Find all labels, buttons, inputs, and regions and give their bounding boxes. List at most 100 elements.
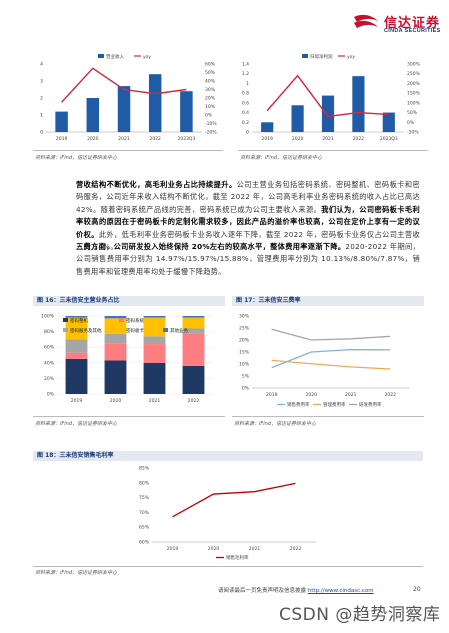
legend-swatch [63,318,68,322]
y-tick-label: 80% [139,480,150,486]
logo-cn: 信达证券 [384,16,441,31]
legend-label: 销售费用率 [287,401,310,408]
x-tick-label: 2021 [345,392,357,398]
logo-en: CINDA SECURITIES [384,28,441,34]
fig17-title: 图 17：三未信安三费率 [232,296,424,306]
para1-bold-lead: 营收结构不断优化，高毛利业务占比持续提升。 [76,180,237,189]
y-tick-label: 20% [239,338,250,344]
bar [86,98,100,132]
stacked-bar-segment [104,360,127,394]
paragraph-revenue-structure: 营收结构不断优化，高毛利业务占比持续提升。公司主营业务包括密码系统、密码整机、密… [76,179,420,253]
legend-label-bar: 营业收入 [106,53,124,60]
fig16-num: 图 16： [37,297,60,304]
para1-body: 公司主营业务包括密码系统、密码整机、密码板卡和密码服务，公司近年来收入结构不断优… [76,180,420,214]
y2-tick-label: -50% [407,130,419,136]
x-tick-label: 2019 [261,136,273,142]
x-tick-label: 2022 [188,398,200,404]
bar [180,91,193,132]
y2-tick-label: 20% [205,96,216,102]
stacked-bar-segment [65,339,88,353]
y-tick-label: 5% [242,374,250,380]
paragraph-expenses: 三费方面，公司研发投入始终保持 20%左右的较高水平，整体费用率逐渐下降。202… [76,241,420,278]
divider [33,416,225,417]
x-tick-label: 2019 [167,546,179,552]
y2-tick-label: 30% [205,87,216,93]
y-tick-label: 1.4 [242,62,249,68]
x-tick-label: 2020 [208,546,220,552]
y-tick-label: 10% [239,362,250,368]
stacked-bar-segment [182,365,205,394]
y-tick-label: 30% [239,314,250,320]
stacked-bar-segment [65,358,88,394]
y2-tick-label: 0% [407,120,415,126]
y-tick-label: 3 [40,79,43,85]
yoy-line [61,67,187,103]
footer-disclaimer: 请阅读最后一页免责声明及信息披露 http://www.cindasc.com [218,586,374,594]
bar [382,112,395,132]
footer-text: 请阅读最后一页免责声明及信息披露 [218,588,307,594]
x-tick-label: 2021 [322,136,334,142]
expense-ratio-chart-svg: 0% 5% 10% 15% 20% 25% 30% 2019 2020 2021 2022 销售费用率… [239,314,410,408]
fig18-num: 图 18： [37,452,60,459]
stacked-bar-segment [143,362,166,394]
fig18-source: 资料来源：iFind，信达证券研发中心 [35,570,117,576]
stacked-bar-segment [182,317,205,329]
y2-tick-label: 10% [205,104,216,110]
stacked-bar-segment [143,316,166,318]
expense-ratio-chart: 0% 5% 10% 15% 20% 25% 30% 2019 2020 2021 2022 销售费用率… [232,310,424,410]
bar [55,111,68,132]
divider [238,150,428,151]
y2-tick-label: 250% [407,71,421,77]
x-tick-label: 2021 [249,546,261,552]
series-line [271,359,391,370]
net-profit-chart: 归母净利润 yoy 0 0.2 0.4 0.6 0.8 1 1.2 1.4 -50% 0% 50% 100… [238,52,428,144]
legend-swatch [119,328,124,332]
y-tick-label: 1 [246,81,249,87]
page-number: 20 [413,586,421,593]
legend-swatch [63,328,68,332]
legend-swatch-bar [302,54,308,58]
y-tick-label: 25% [239,326,250,332]
x-tick-label: 2023Q3 [177,136,195,142]
stacked-bar-segment [143,344,166,363]
x-tick-label: 2023Q3 [380,136,398,142]
net-profit-chart-source: 资料来源：iFind，信达证券研发中心 [240,155,322,161]
legend-label-line: yoy [143,55,151,60]
yoy-line [266,74,389,118]
bar [117,86,131,132]
stacked-bar-segment [143,317,166,337]
x-tick-label: 2022 [149,136,161,142]
y-tick-label: 1.2 [242,71,249,77]
stacked-bar-segment [65,316,88,318]
para1-tail: 此外，低毛利率业务密码板卡业务收入逐年下降，截至 2022 年，密码板卡业务仅占… [76,229,420,252]
stacked-bar-segment [104,343,127,361]
y-tick-label: 0.4 [242,110,249,116]
fig18-title-text: 三未信安销售毛利率 [59,452,114,459]
x-tick-label: 2022 [353,136,365,142]
stacked-bar-segment [65,317,88,340]
legend-label: 研发费用率 [359,401,382,408]
y-tick-label: 1 [40,113,43,119]
legend-swatch [119,318,124,322]
divider [33,566,423,567]
x-tick-label: 2020 [292,136,304,142]
x-tick-label: 2019 [71,398,83,404]
fig17-num: 图 17： [236,297,259,304]
csdn-watermark: CSDN @趋势洞察库 [279,605,441,625]
y2-tick-label: 50% [407,110,418,116]
footer: 请阅读最后一页免责声明及信息披露 http://www.cindasc.com … [0,586,449,598]
bar [352,76,365,132]
bar [261,122,274,132]
net-profit-chart-svg: 归母净利润 yoy 0 0.2 0.4 0.6 0.8 1 1.2 1.4 -50% 0% 50% 100… [242,53,421,142]
header: 信达证券 CINDA SECURITIES [0,7,449,34]
para2-bold-lead: 三费方面，公司研发投入始终保持 20%左右的较高水平，整体费用率逐渐下降。 [76,242,346,251]
x-tick-label: 2020 [110,398,122,404]
legend-label: 密码系统 [126,317,144,324]
fig17-source: 资料来源：iFind，信达证券研发中心 [234,421,316,427]
legend-label: 密码服务及其他 [70,327,102,334]
revenue-chart-svg: 营业收入 yoy 0 1 2 3 4 -20% -10% 0% 10% 20% 30% 40% 50% 60%… [40,53,217,142]
fig18-title: 图 18：三未信安销售毛利率 [33,451,423,461]
footer-link[interactable]: http://www.cindasc.com [307,588,374,594]
legend-swatch [163,328,168,332]
para1-bold-mid: 我们认为，公司密码板卡毛利率较高的原因在于密码板卡的定制化需求较多，因此产品的溢… [76,204,420,239]
